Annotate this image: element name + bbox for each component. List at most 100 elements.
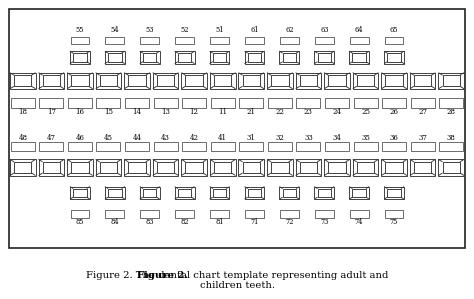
Bar (279, 51, 299, 64)
Bar (96, 159, 121, 176)
Text: 71: 71 (250, 218, 259, 226)
Bar (267, 73, 292, 89)
Bar (271, 75, 289, 86)
Bar (143, 53, 156, 62)
Bar (243, 162, 260, 173)
Text: 83: 83 (146, 218, 154, 226)
Text: 12: 12 (190, 108, 199, 116)
Bar (296, 73, 321, 89)
Bar (157, 75, 174, 86)
Bar (153, 73, 178, 89)
Text: Figure 2. The dental chart template representing adult and
children teeth.: Figure 2. The dental chart template repr… (86, 271, 388, 290)
Bar (381, 159, 407, 176)
Text: 64: 64 (355, 26, 364, 34)
Bar (43, 75, 60, 86)
Bar (210, 187, 229, 199)
Bar (140, 51, 160, 64)
Text: 44: 44 (133, 134, 142, 141)
Bar (68, 98, 92, 108)
Text: Figure 2.: Figure 2. (137, 271, 187, 280)
Bar (324, 159, 350, 176)
Bar (178, 53, 191, 62)
Bar (410, 142, 435, 151)
Bar (214, 162, 231, 173)
Text: 18: 18 (18, 108, 27, 116)
Bar (384, 51, 404, 64)
Text: 65: 65 (390, 26, 398, 34)
Bar (178, 189, 191, 197)
Bar (350, 210, 369, 218)
Bar (296, 98, 320, 108)
Text: 37: 37 (418, 134, 427, 141)
Bar (154, 98, 178, 108)
Text: 31: 31 (247, 134, 255, 141)
Bar (268, 142, 292, 151)
Bar (271, 162, 289, 173)
Bar (384, 187, 404, 199)
Bar (100, 75, 117, 86)
Bar (125, 142, 149, 151)
Bar (410, 98, 435, 108)
Bar (438, 159, 464, 176)
Text: 53: 53 (146, 26, 154, 34)
Bar (182, 73, 207, 89)
Bar (70, 51, 90, 64)
Bar (357, 162, 374, 173)
Bar (414, 162, 431, 173)
Bar (100, 162, 117, 173)
Bar (239, 98, 264, 108)
Bar (14, 75, 31, 86)
Bar (38, 159, 64, 176)
Bar (382, 142, 406, 151)
Bar (280, 37, 299, 44)
Bar (385, 37, 403, 44)
Bar (182, 98, 206, 108)
Bar (73, 53, 87, 62)
Text: 21: 21 (247, 108, 256, 116)
Bar (11, 142, 35, 151)
Bar (318, 53, 331, 62)
Bar (10, 159, 36, 176)
Text: 32: 32 (275, 134, 284, 141)
Text: 45: 45 (104, 134, 113, 141)
Bar (315, 37, 334, 44)
Bar (243, 75, 260, 86)
Bar (210, 37, 229, 44)
Bar (105, 37, 124, 44)
Bar (67, 73, 93, 89)
Bar (324, 73, 350, 89)
Bar (108, 189, 121, 197)
Bar (325, 98, 349, 108)
Bar (279, 187, 299, 199)
Bar (71, 37, 89, 44)
Bar (328, 75, 346, 86)
Bar (128, 75, 146, 86)
Bar (318, 189, 331, 197)
Text: 54: 54 (110, 26, 119, 34)
Bar (268, 98, 292, 108)
Bar (39, 142, 64, 151)
Bar (175, 37, 194, 44)
Bar (354, 98, 378, 108)
Bar (353, 189, 366, 197)
Bar (349, 51, 369, 64)
Text: 22: 22 (275, 108, 284, 116)
Bar (140, 210, 159, 218)
Bar (182, 159, 207, 176)
Bar (68, 142, 92, 151)
Text: 74: 74 (355, 218, 364, 226)
Bar (315, 210, 334, 218)
Text: 17: 17 (47, 108, 56, 116)
Bar (381, 73, 407, 89)
Bar (14, 162, 31, 173)
Bar (210, 51, 229, 64)
Bar (213, 189, 226, 197)
Text: 11: 11 (218, 108, 227, 116)
Text: 62: 62 (285, 26, 293, 34)
Bar (210, 159, 236, 176)
Bar (314, 187, 334, 199)
Text: 81: 81 (215, 218, 224, 226)
Bar (124, 159, 150, 176)
Bar (108, 53, 121, 62)
Text: 46: 46 (75, 134, 84, 141)
